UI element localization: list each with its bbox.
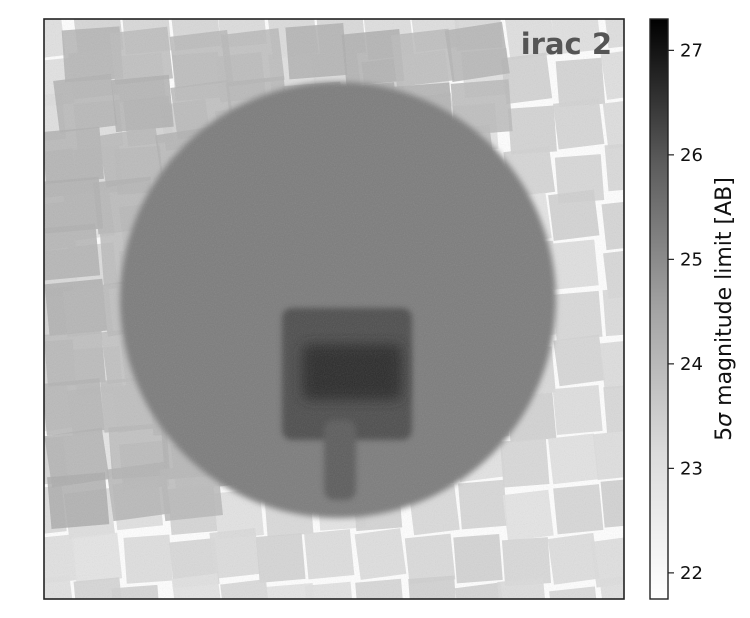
panel-label: irac 2 [521,27,612,61]
colorbar [649,18,669,600]
colorbar-tick-label: 27 [680,40,703,61]
colorbar-label-sigma: σ [712,412,737,427]
colorbar-tick-label: 25 [680,249,703,270]
colorbar-label-prefix: 5 [712,427,737,441]
axes-frame [43,18,625,600]
colorbar-ticks: 22 23 24 25 26 27 [668,40,703,584]
colorbar-tick-label: 22 [680,563,703,584]
colorbar-label: 5σ magnitude limit [AB] [712,177,737,441]
colorbar-tick-label: 26 [680,145,703,166]
colorbar-tick-label: 24 [680,354,703,375]
depth-map-image [44,19,624,599]
colorbar-tick-label: 23 [680,458,703,479]
colorbar-label-suffix: magnitude limit [AB] [712,177,737,413]
